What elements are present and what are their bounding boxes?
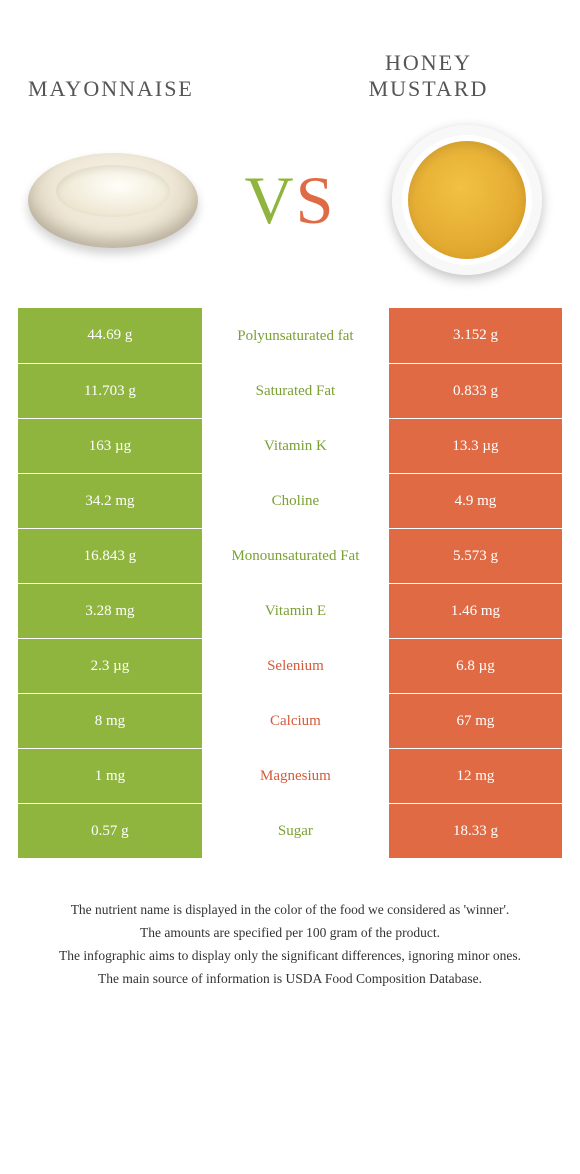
food-a-value: 8 mg <box>18 694 202 748</box>
titles-row: MAYONNAISE HONEY MUSTARD <box>18 24 562 102</box>
vs-label: VS <box>245 161 336 240</box>
footer-line-1: The nutrient name is displayed in the co… <box>46 900 534 921</box>
nutrient-label: Saturated Fat <box>202 364 389 418</box>
food-b-value: 1.46 mg <box>389 584 562 638</box>
table-row: 1 mgMagnesium12 mg <box>18 748 562 803</box>
vs-v: V <box>245 162 296 238</box>
food-b-image <box>372 125 562 275</box>
food-a-value: 0.57 g <box>18 804 202 858</box>
table-row: 11.703 gSaturated Fat0.833 g <box>18 363 562 418</box>
table-row: 3.28 mgVitamin E1.46 mg <box>18 583 562 638</box>
food-b-value: 18.33 g <box>389 804 562 858</box>
table-row: 8 mgCalcium67 mg <box>18 693 562 748</box>
food-a-value: 16.843 g <box>18 529 202 583</box>
food-a-value: 163 µg <box>18 419 202 473</box>
footer-line-3: The infographic aims to display only the… <box>46 946 534 967</box>
nutrient-label: Monounsaturated Fat <box>202 529 389 583</box>
food-a-value: 2.3 µg <box>18 639 202 693</box>
food-a-value: 34.2 mg <box>18 474 202 528</box>
nutrient-label: Polyunsaturated fat <box>202 308 389 363</box>
food-a-value: 44.69 g <box>18 308 202 363</box>
food-b-value: 4.9 mg <box>389 474 562 528</box>
food-b-value: 12 mg <box>389 749 562 803</box>
food-b-title: HONEY MUSTARD <box>295 50 562 102</box>
table-row: 16.843 gMonounsaturated Fat5.573 g <box>18 528 562 583</box>
food-a-value: 11.703 g <box>18 364 202 418</box>
vs-s: S <box>296 162 336 238</box>
images-row: VS <box>18 120 562 280</box>
nutrient-label: Vitamin E <box>202 584 389 638</box>
table-row: 2.3 µgSelenium6.8 µg <box>18 638 562 693</box>
nutrient-label: Vitamin K <box>202 419 389 473</box>
food-a-value: 1 mg <box>18 749 202 803</box>
nutrient-label: Calcium <box>202 694 389 748</box>
food-b-title-line1: HONEY <box>295 50 562 76</box>
nutrient-label: Magnesium <box>202 749 389 803</box>
table-row: 44.69 gPolyunsaturated fat3.152 g <box>18 308 562 363</box>
food-a-value: 3.28 mg <box>18 584 202 638</box>
footer-notes: The nutrient name is displayed in the co… <box>18 900 562 990</box>
table-row: 0.57 gSugar18.33 g <box>18 803 562 858</box>
nutrient-label: Choline <box>202 474 389 528</box>
nutrient-label: Sugar <box>202 804 389 858</box>
food-b-value: 0.833 g <box>389 364 562 418</box>
footer-line-2: The amounts are specified per 100 gram o… <box>46 923 534 944</box>
nutrient-label: Selenium <box>202 639 389 693</box>
table-row: 163 µgVitamin K13.3 µg <box>18 418 562 473</box>
footer-line-4: The main source of information is USDA F… <box>46 969 534 990</box>
food-b-value: 13.3 µg <box>389 419 562 473</box>
table-row: 34.2 mgCholine4.9 mg <box>18 473 562 528</box>
food-a-title: MAYONNAISE <box>18 76 295 102</box>
food-b-title-line2: MUSTARD <box>295 76 562 102</box>
nutrient-table: 44.69 gPolyunsaturated fat3.152 g11.703 … <box>18 308 562 858</box>
food-b-value: 6.8 µg <box>389 639 562 693</box>
food-a-image <box>18 125 208 275</box>
food-b-value: 5.573 g <box>389 529 562 583</box>
food-b-value: 3.152 g <box>389 308 562 363</box>
food-b-value: 67 mg <box>389 694 562 748</box>
